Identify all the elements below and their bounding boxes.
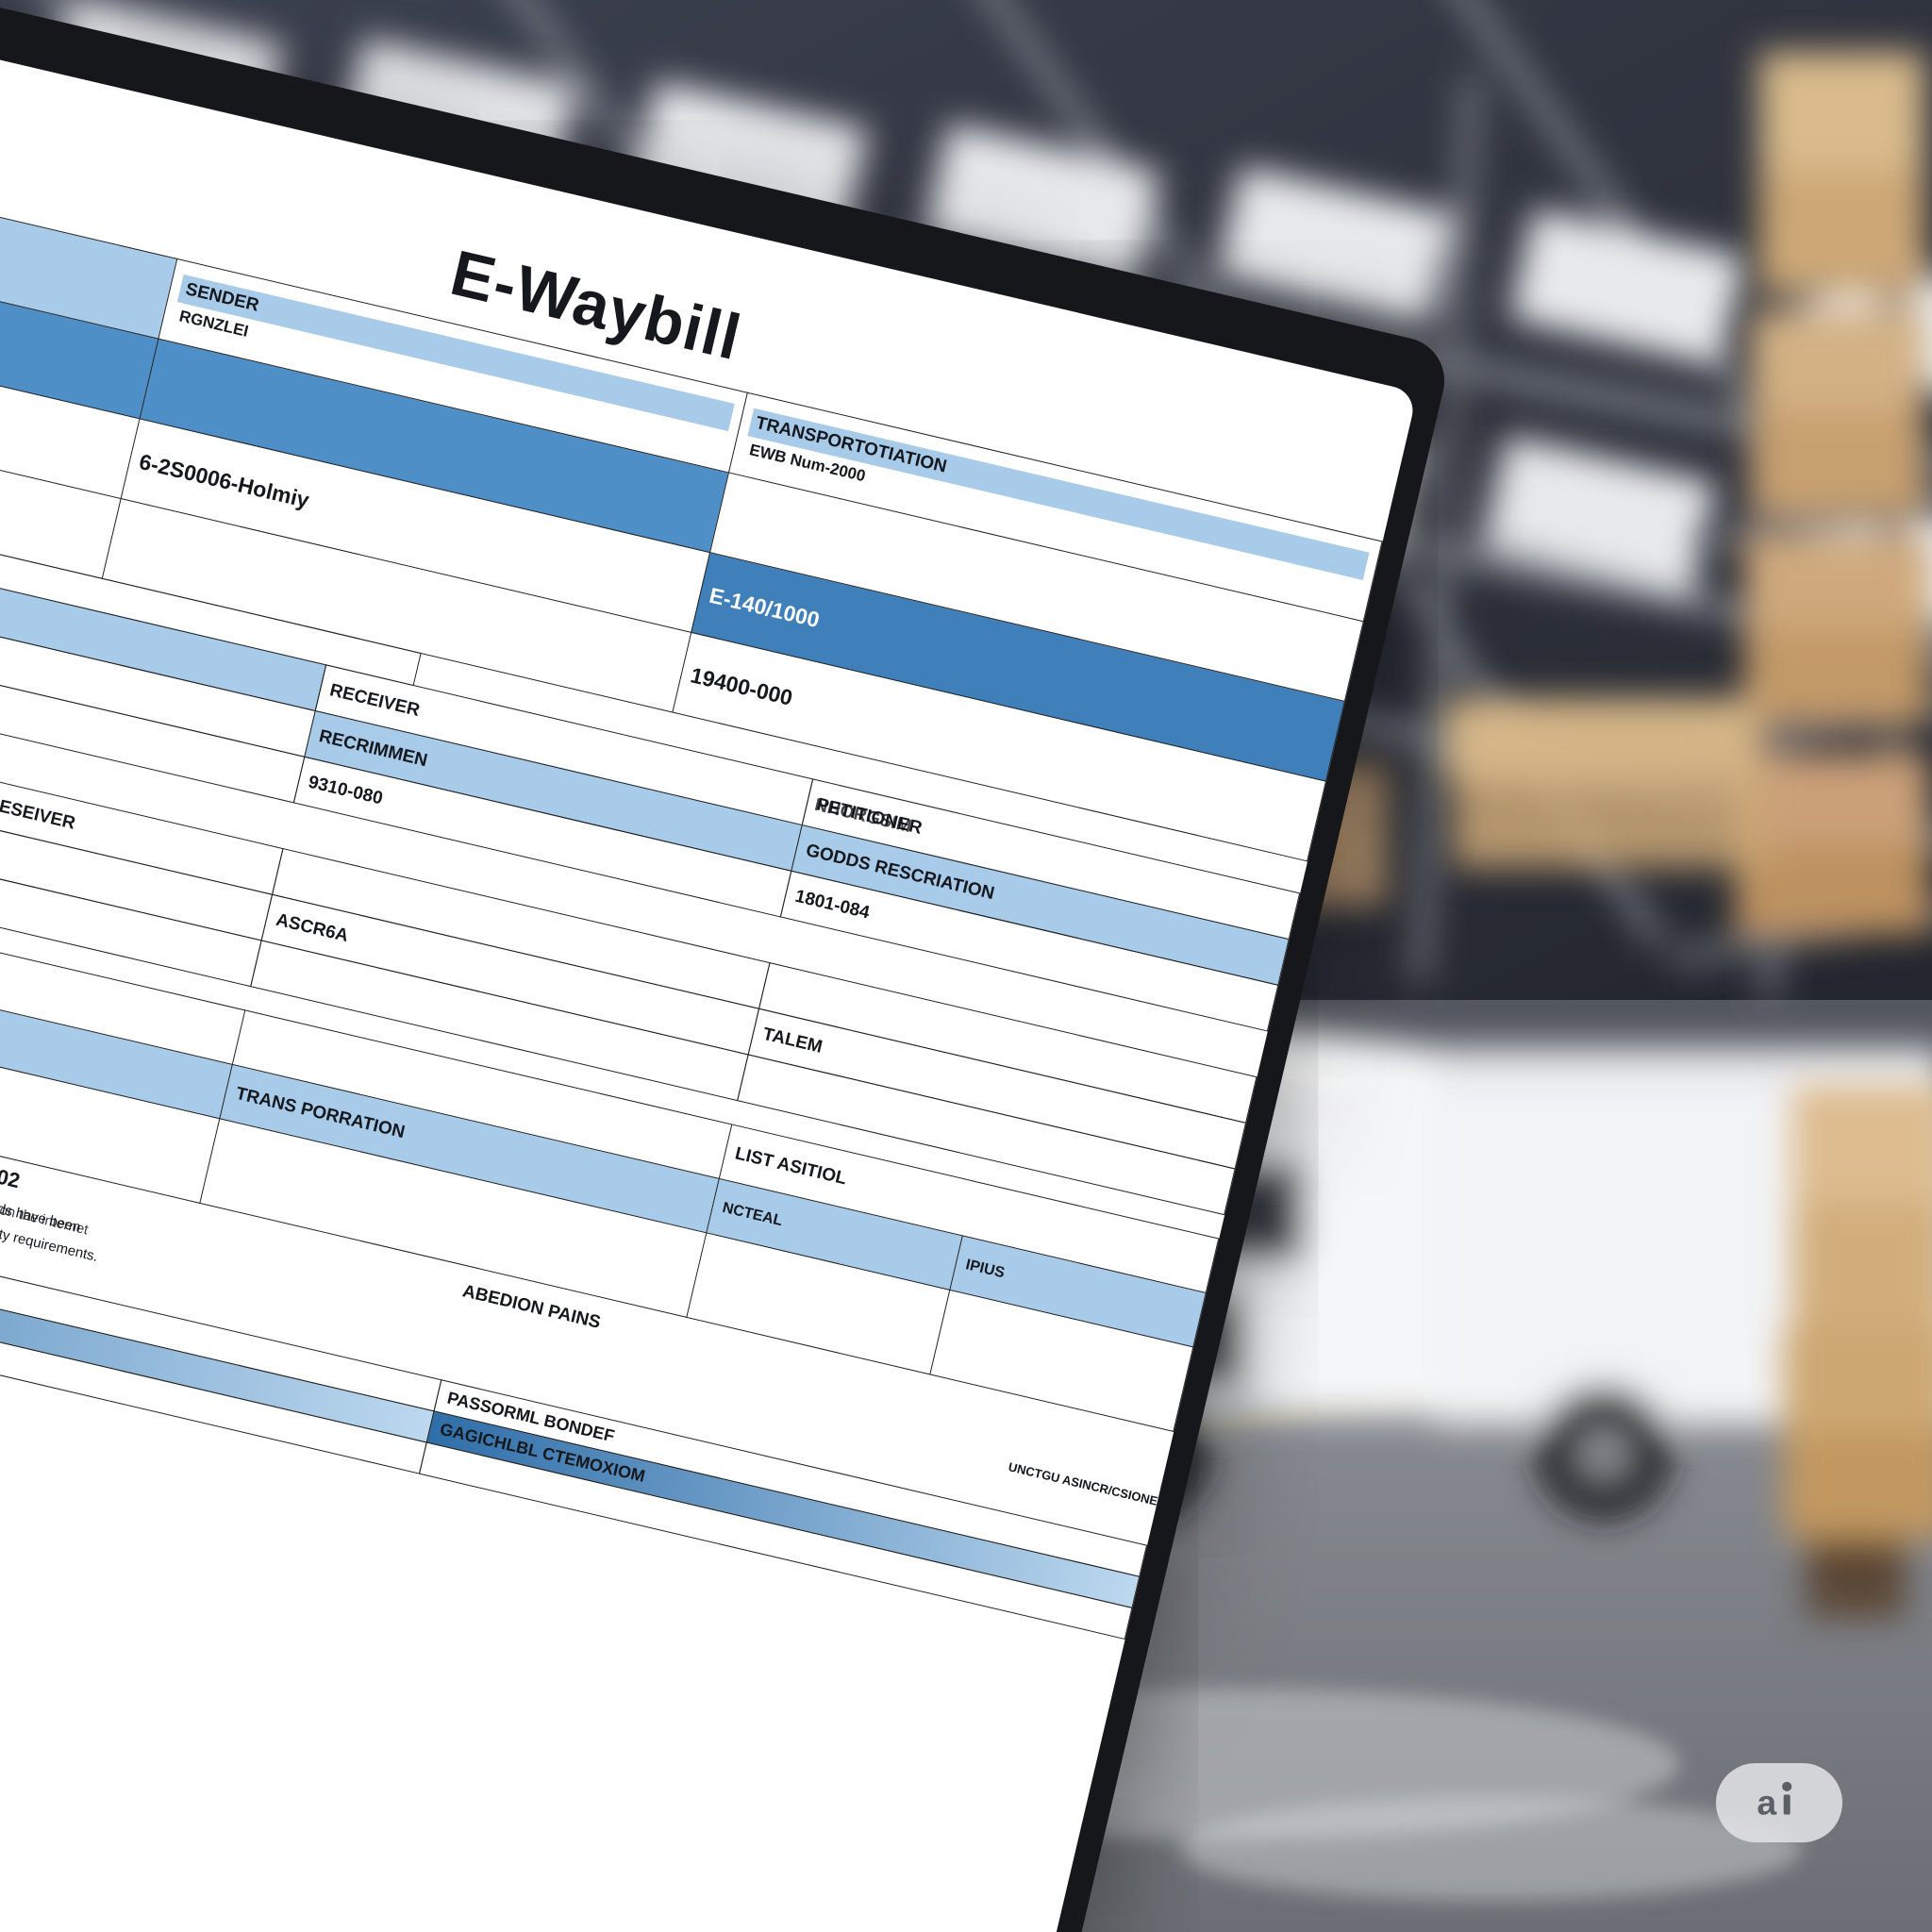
svg-text:a: a (1757, 1782, 1777, 1822)
